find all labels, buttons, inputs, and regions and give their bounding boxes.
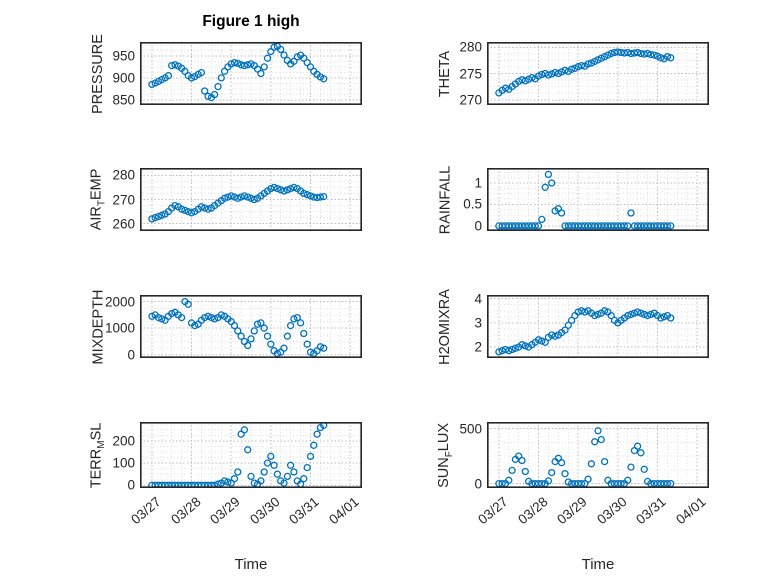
plot-area [140, 295, 362, 358]
x-tick-label: 03/27 [475, 494, 511, 528]
y-tick-label: 1000 [104, 320, 135, 336]
plot-area [487, 168, 709, 231]
plot-area [140, 42, 362, 105]
x-axis-label-left: Time [234, 556, 268, 573]
plot-area [487, 42, 709, 105]
x-axis-label-right: Time [581, 556, 615, 573]
y-axis-label: AIRTEMP [88, 168, 108, 231]
subplot-terr-msl: 0 100 200 TERRMSL 03/27 03/28 03/29 03/30 03/31 0… [89, 422, 362, 527]
y-axis-label: H2OMIXRA [437, 288, 453, 365]
y-tick-label: 0 [474, 218, 482, 234]
subplot-air-temp: 260 270 280 AIRTEMP [89, 168, 362, 231]
y-tick-label: 275 [459, 66, 482, 81]
data-markers [148, 42, 328, 102]
subplot-theta: 270 275 280 THETA [437, 40, 709, 107]
y-tick-label: 500 [459, 421, 482, 437]
y-tick-label: 2000 [104, 294, 135, 310]
y-tick-label: 100 [112, 455, 135, 471]
y-axis-label: PRESSURE [90, 33, 106, 114]
y-tick-label: 950 [112, 48, 135, 64]
data-markers [495, 427, 675, 488]
plot-area [487, 422, 709, 488]
y-tick-label: 200 [112, 433, 135, 449]
y-axis-label: TERRMSL [88, 422, 108, 488]
y-tick-label: 3 [474, 315, 482, 331]
x-tick-label: 03/28 [514, 494, 551, 528]
y-tick-label: 850 [112, 92, 135, 108]
y-tick-label: 0 [474, 476, 482, 492]
x-tick-label: 03/28 [167, 494, 204, 528]
y-axis-label: SUNFLUX [435, 422, 455, 488]
subplot-rainfall: 0 0.5 1 RAINFALL [437, 165, 709, 234]
y-tick-label: 0 [127, 347, 135, 363]
y-axis-label: RAINFALL [437, 165, 453, 234]
x-tick-label: 04/01 [673, 494, 709, 528]
x-tick-label: 03/30 [593, 494, 630, 528]
x-tick-label: 03/27 [128, 494, 164, 528]
data-markers [495, 170, 675, 230]
x-tick-label: 03/29 [554, 494, 590, 528]
figure-title: Figure 1 high [202, 13, 300, 30]
y-tick-label: 0.5 [463, 196, 482, 212]
y-tick-label: 260 [112, 216, 135, 232]
plot-area [140, 422, 362, 488]
x-tick-label: 03/31 [633, 494, 670, 528]
plot-area [140, 168, 362, 231]
y-tick-label: 1 [474, 175, 482, 191]
subplot-pressure: 850 900 950 PRESSURE [90, 34, 362, 113]
x-tick-label: 03/30 [246, 494, 283, 528]
y-axis-label: THETA [437, 50, 454, 97]
subplot-sun-flux: 0 500 SUNFLUX 03/27 03/28 03/29 03/30 03/31 04/0… [436, 421, 709, 527]
x-tick-label: 03/29 [207, 494, 243, 528]
x-tick-label: 04/01 [326, 494, 362, 528]
plot-area [487, 295, 709, 358]
y-tick-label: 280 [112, 167, 135, 183]
data-markers [148, 183, 328, 223]
y-tick-label: 270 [112, 192, 135, 207]
data-markers [148, 422, 328, 488]
data-markers [495, 48, 675, 97]
y-tick-label: 0 [127, 477, 135, 493]
y-tick-label: 270 [459, 92, 482, 108]
data-markers [495, 307, 675, 356]
y-tick-label: 280 [459, 39, 482, 55]
y-tick-label: 2 [474, 339, 482, 355]
x-tick-label: 03/31 [286, 494, 323, 528]
y-tick-label: 900 [112, 70, 135, 86]
y-axis-label: MIXDEPTH [90, 289, 107, 364]
y-tick-label: 4 [474, 291, 482, 307]
data-markers [148, 297, 328, 358]
subplot-mixdepth: 0 1000 2000 MIXDEPTH [90, 289, 362, 364]
subplot-h2omixra: 2 3 4 H2OMIXRA [437, 289, 709, 364]
